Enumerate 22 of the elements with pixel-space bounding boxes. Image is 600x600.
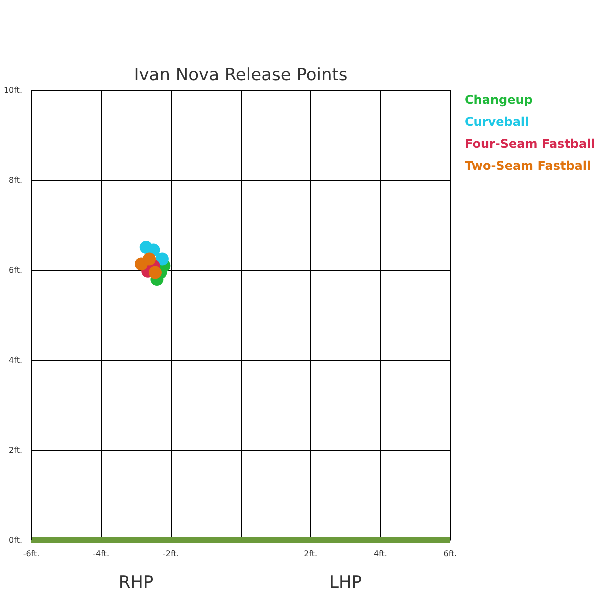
text: Two-Seam Fastball bbox=[465, 158, 592, 176]
text: Changeup bbox=[465, 92, 534, 109]
y-tick-label: 2ft. bbox=[9, 446, 23, 455]
point bbox=[156, 252, 169, 266]
y-tick-label: 10ft. bbox=[4, 86, 23, 95]
x-tick-label: 4ft. bbox=[374, 550, 388, 558]
x-tick-label: 6ft. bbox=[444, 550, 458, 558]
text: Curveball bbox=[465, 114, 530, 132]
y-tick-label: 0ft. bbox=[9, 536, 23, 545]
chart-title: Ivan Nova Release Points bbox=[134, 66, 348, 86]
x-tick-label: -6ft. bbox=[23, 550, 40, 558]
text: Four-Seam Fastball bbox=[465, 136, 596, 154]
text: LHP bbox=[329, 572, 362, 593]
x-tick-label: -4ft. bbox=[93, 550, 110, 558]
x-tick-label: 2ft. bbox=[304, 550, 318, 558]
y-tick-label: 8ft. bbox=[9, 176, 23, 185]
y-tick-label: 4ft. bbox=[9, 356, 23, 365]
text: RHP bbox=[118, 572, 154, 593]
x-tick-label: -2ft. bbox=[163, 550, 180, 558]
point bbox=[148, 266, 162, 280]
y-tick-label: 6ft. bbox=[9, 266, 23, 275]
point bbox=[143, 252, 156, 266]
